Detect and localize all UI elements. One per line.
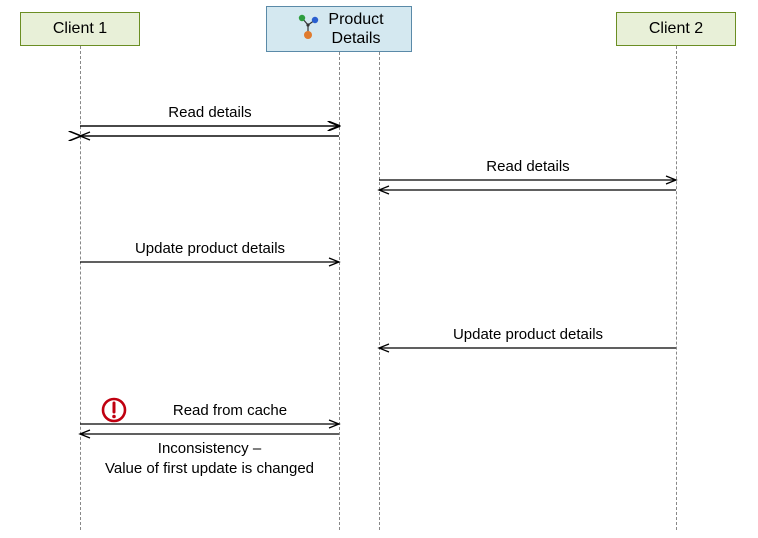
msg-label-update-1: Update product details: [90, 240, 330, 257]
lifeline-product-right: [379, 52, 380, 530]
participant-client2: Client 2: [616, 12, 736, 46]
msg-label-read-cache: Read from cache: [130, 402, 330, 419]
participant-product-details-label: Product Details: [328, 10, 383, 48]
annotation-line2: Value of first update is changed: [80, 460, 339, 477]
participant-client1: Client 1: [20, 12, 140, 46]
participant-product-details: Product Details: [266, 6, 412, 52]
participant-client1-label: Client 1: [53, 20, 107, 38]
lifeline-product-left: [339, 52, 340, 530]
lifeline-client1: [80, 46, 81, 530]
annotation-line1: Inconsistency –: [80, 440, 339, 457]
msg-label-read-details-1: Read details: [110, 104, 310, 121]
product-details-icon: [294, 13, 322, 46]
msg-label-update-2: Update product details: [408, 326, 648, 343]
lifeline-client2: [676, 46, 677, 530]
participant-client2-label: Client 2: [649, 20, 703, 38]
warning-icon: [100, 396, 128, 424]
msg-label-read-details-2: Read details: [428, 158, 628, 175]
